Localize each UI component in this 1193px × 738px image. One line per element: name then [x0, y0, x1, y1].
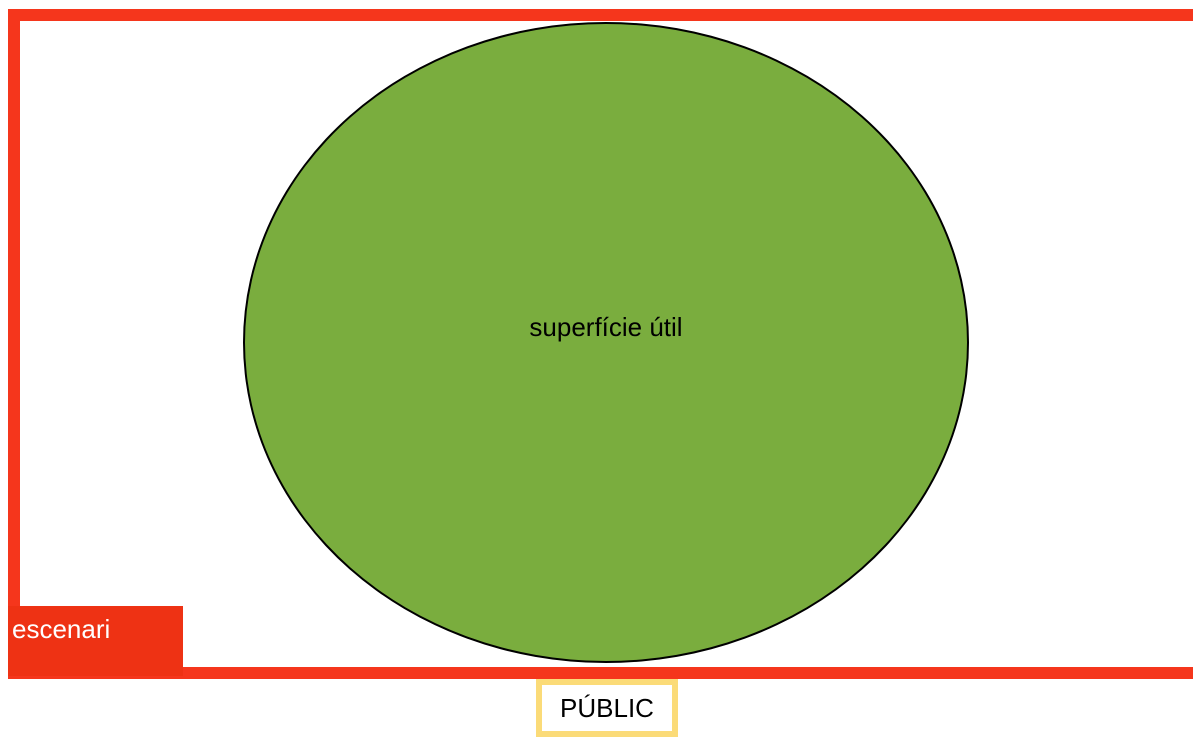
usable-area-ellipse — [243, 22, 969, 663]
stage-label: escenari — [8, 606, 183, 676]
audience-label: PÚBLIC — [536, 679, 678, 737]
usable-area-label: superfície útil — [529, 312, 683, 342]
stage-frame — [8, 9, 1193, 679]
